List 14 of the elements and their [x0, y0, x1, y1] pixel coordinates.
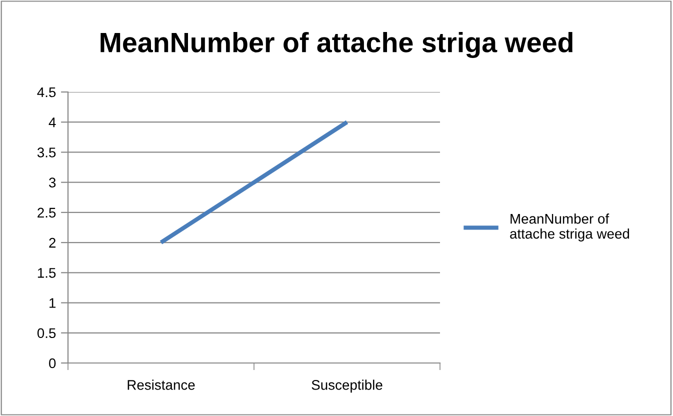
y-tick-label: 0 [49, 358, 56, 368]
y-tick-label: 1.5 [38, 268, 56, 278]
y-tick-label: 3 [49, 178, 56, 188]
legend-label: MeanNumber of attache striga weed [510, 214, 630, 242]
y-tick-label: 0.5 [37, 328, 56, 338]
y-tick-label: 3.5 [37, 148, 56, 158]
y-tick-label: 4 [48, 118, 56, 128]
x-tick-label: Resistance [128, 380, 195, 390]
y-tick-label: 2.5 [38, 208, 56, 218]
chart-title: MeanNumber of attache striga weed [100, 32, 572, 58]
y-tick-label: 2 [49, 238, 56, 248]
y-tick-label: 4.5 [37, 87, 56, 98]
y-tick-label: 1 [50, 298, 56, 308]
x-tick-label: Susceptible [312, 380, 382, 393]
